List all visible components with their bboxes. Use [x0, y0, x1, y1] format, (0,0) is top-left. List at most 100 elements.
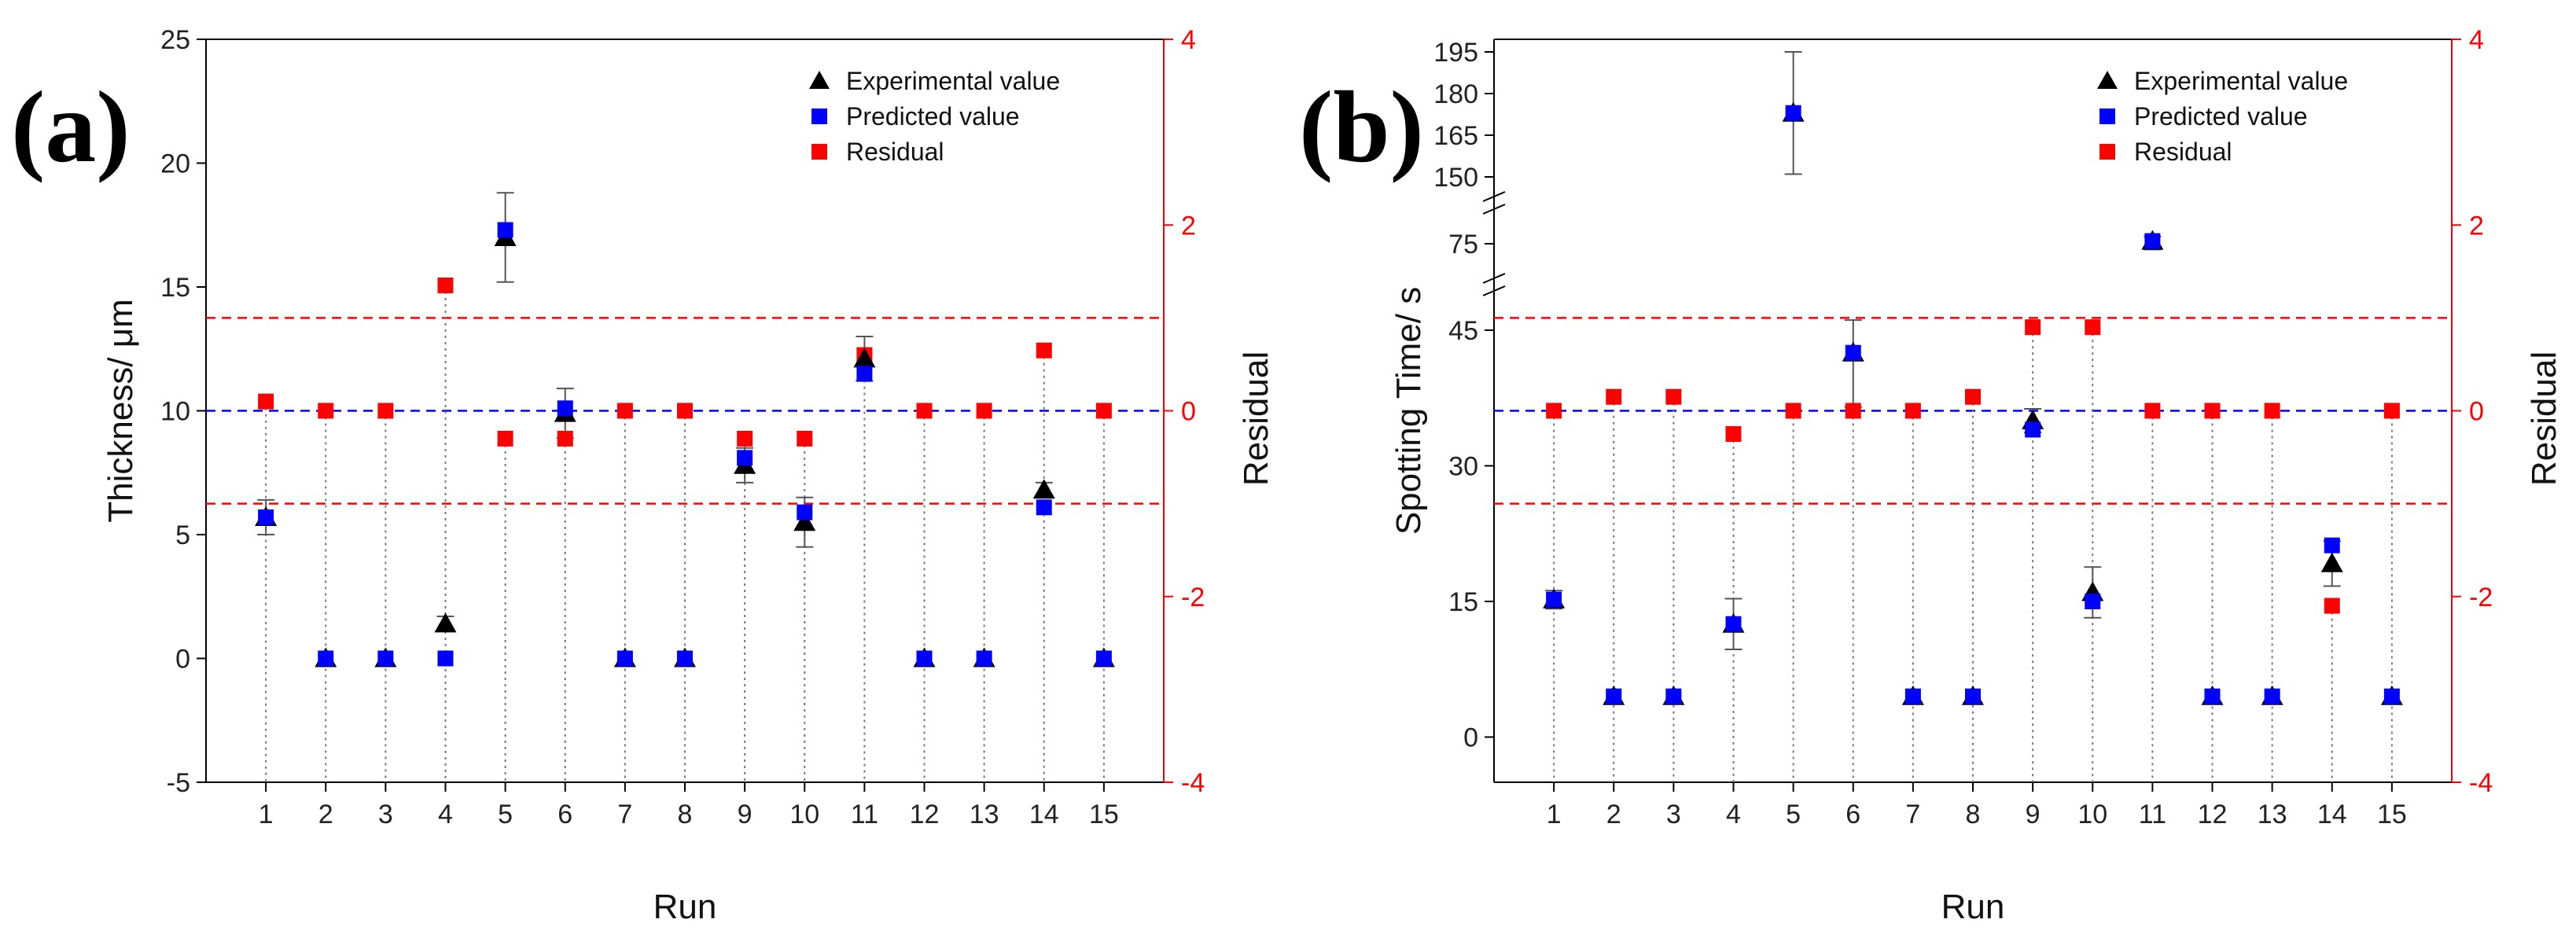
experimental-point [853, 347, 876, 368]
y2-tick-label: -4 [2469, 768, 2493, 798]
predicted-point [377, 650, 394, 667]
residual-point [1845, 403, 1861, 419]
experimental-point [793, 511, 816, 531]
predicted-point [2264, 688, 2280, 704]
y-tick-label: 150 [1433, 163, 1478, 193]
residual-point [437, 278, 454, 294]
x-tick-label: 3 [378, 800, 393, 829]
x-tick-label: 9 [738, 800, 753, 829]
y2-tick-label: -2 [2469, 583, 2493, 612]
x-axis-title: Run [1941, 888, 2005, 926]
predicted-point [2324, 537, 2340, 553]
y2-axis-title: Residual [2525, 351, 2563, 486]
predicted-point [976, 650, 992, 667]
predicted-point [258, 509, 274, 525]
predicted-point [1845, 344, 1861, 361]
y-axis-title: Thickness/ μm [101, 299, 140, 523]
residual-point [1725, 426, 1742, 443]
predicted-point [616, 650, 633, 667]
legend-label: Residual [2134, 138, 2232, 166]
y-tick-label: -5 [167, 768, 190, 798]
experimental-point [2320, 552, 2343, 572]
residual-point [976, 403, 992, 419]
x-tick-label: 12 [910, 800, 940, 829]
y2-tick-label: 2 [2469, 211, 2484, 241]
residual-point [1546, 403, 1562, 419]
x-tick-label: 2 [318, 800, 333, 829]
x-tick-label: 6 [558, 800, 572, 829]
y2-tick-label: -2 [1181, 583, 1205, 612]
axis-break-mark [1482, 273, 1506, 284]
x-tick-label: 8 [1966, 800, 1981, 829]
predicted-point [437, 650, 454, 667]
residual-point [1904, 403, 1921, 419]
predicted-point [1665, 688, 1682, 704]
predicted-point [1785, 105, 1801, 121]
y2-tick-label: -4 [1181, 768, 1205, 798]
predicted-point [2204, 688, 2221, 704]
axis-break-mark [1482, 204, 1506, 215]
x-tick-label: 1 [1547, 800, 1562, 829]
residual-point [1785, 403, 1801, 419]
legend-marker-predicted [811, 108, 827, 124]
residual-point [2085, 319, 2101, 336]
predicted-point [916, 650, 933, 667]
x-tick-label: 7 [1905, 800, 1920, 829]
residual-point [2264, 403, 2280, 419]
predicted-point [1725, 616, 1742, 632]
x-tick-label: 13 [970, 800, 999, 829]
x-tick-label: 14 [2317, 800, 2347, 829]
x-tick-label: 10 [789, 800, 819, 829]
y-tick-label: 10 [160, 397, 190, 427]
x-tick-label: 1 [259, 800, 274, 829]
predicted-point [2085, 594, 2101, 609]
residual-point [2144, 403, 2161, 419]
y2-axis-title: Residual [1237, 351, 1275, 486]
panel-label: (b) [1299, 71, 1424, 184]
y-tick-label: 15 [1448, 587, 1478, 617]
y2-tick-label: 0 [2469, 397, 2484, 427]
x-tick-label: 10 [2077, 800, 2107, 829]
legend-label: Residual [846, 138, 944, 166]
axis-break-mark [1482, 285, 1506, 296]
residual-point [2383, 403, 2400, 419]
y-tick-label: 45 [1448, 316, 1478, 346]
residual-point [616, 403, 633, 419]
predicted-point [2383, 688, 2400, 704]
legend-label: Experimental value [2134, 67, 2348, 95]
legend-label: Predicted value [846, 102, 1020, 131]
legend-label: Experimental value [846, 67, 1060, 95]
x-tick-label: 12 [2198, 800, 2228, 829]
y-tick-label: 180 [1433, 79, 1478, 109]
y2-tick-label: 2 [1181, 211, 1196, 241]
x-tick-label: 8 [678, 800, 693, 829]
x-tick-label: 15 [1089, 800, 1119, 829]
axis-break-mark [1482, 191, 1506, 202]
y-tick-label: 25 [160, 25, 190, 55]
residual-point [1095, 403, 1112, 419]
residual-point [737, 430, 753, 447]
predicted-point [856, 366, 873, 382]
x-tick-label: 15 [2377, 800, 2407, 829]
x-tick-label: 5 [1786, 800, 1801, 829]
residual-point [797, 430, 813, 447]
legend-marker-experimental [2097, 71, 2118, 89]
x-tick-label: 4 [438, 800, 453, 829]
predicted-point [2144, 233, 2161, 249]
predicted-point [677, 650, 693, 667]
y-tick-label: 30 [1448, 452, 1478, 482]
predicted-point [1904, 688, 1921, 704]
x-axis-title: Run [653, 888, 717, 926]
x-tick-label: 2 [1606, 800, 1621, 829]
y2-tick-label: 0 [1181, 397, 1196, 427]
residual-point [2324, 598, 2340, 614]
x-tick-label: 6 [1846, 800, 1860, 829]
x-tick-label: 9 [2026, 800, 2041, 829]
y-tick-label: 20 [160, 149, 190, 179]
y-tick-label: 0 [1463, 723, 1478, 753]
x-tick-label: 7 [617, 800, 632, 829]
residual-point [916, 403, 933, 419]
y-tick-label: 0 [175, 645, 190, 675]
y2-tick-label: 4 [1181, 25, 1196, 55]
